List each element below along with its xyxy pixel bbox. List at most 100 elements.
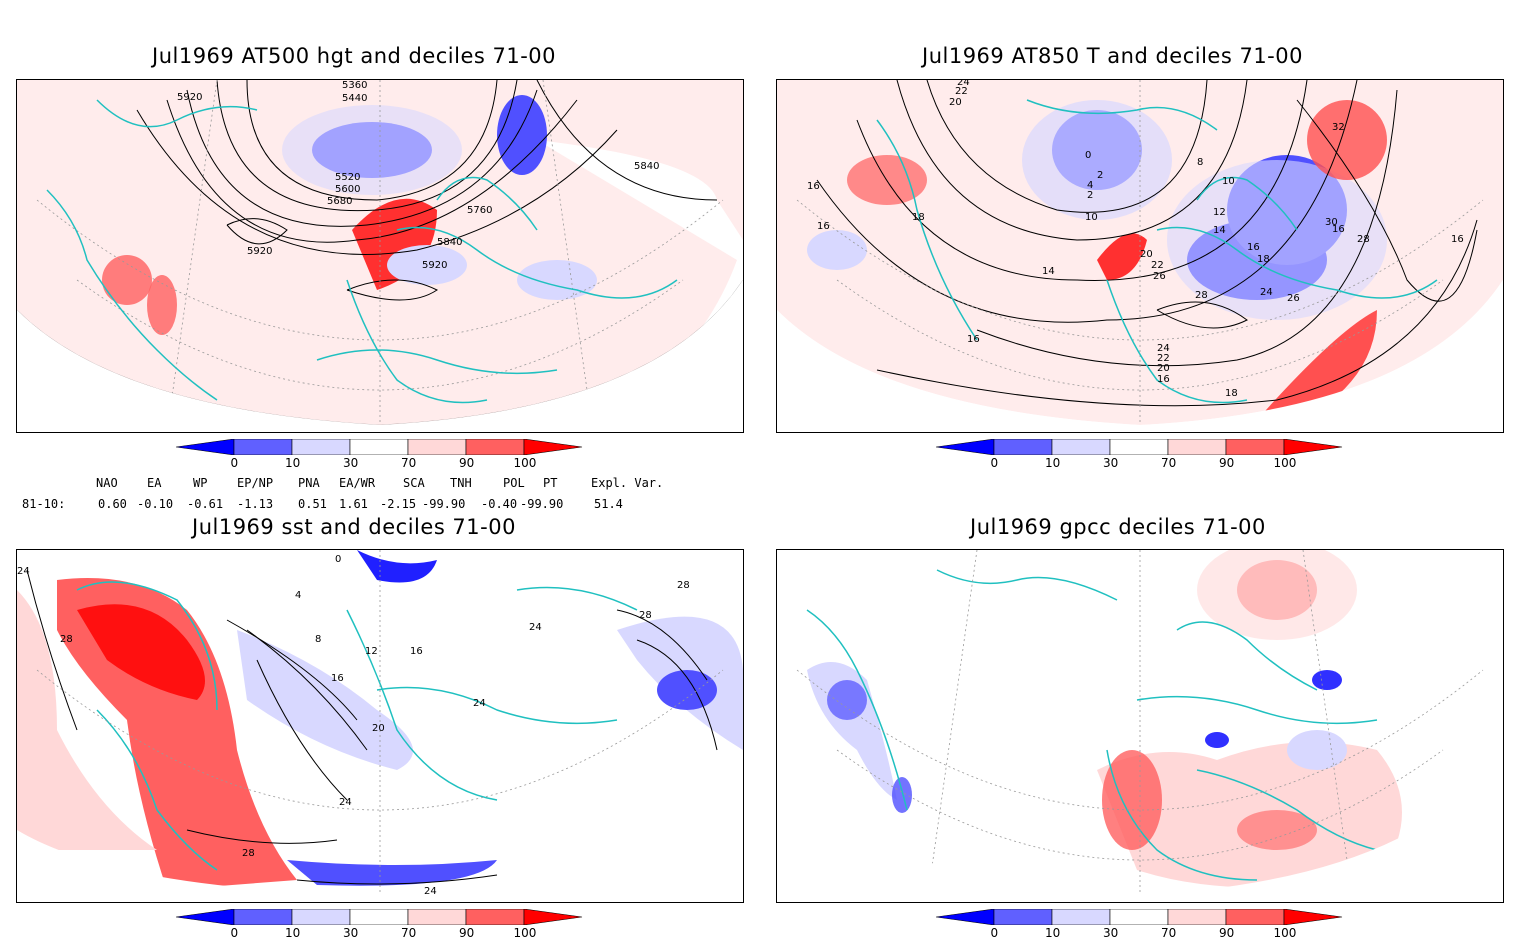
contour-label: 0 [1085,150,1091,161]
colorbar-tick-label: 70 [401,926,417,940]
contour-label: 18 [1225,388,1238,399]
index-header: Expl. Var. [591,476,664,490]
colorbar-segment [1167,908,1227,926]
contour-label: 24 [1260,287,1273,298]
contour-label: 28 [639,610,652,621]
colorbar-segment [291,908,351,926]
contour-label: 16 [1157,374,1170,385]
contour-label: 24 [957,80,970,88]
colorbar-tick-label: 0 [230,926,239,940]
contour-label: 14 [1213,225,1226,236]
colorbar-tick-label: 30 [343,926,359,940]
colorbar-segment [233,908,293,926]
colorbar-segment [291,438,351,456]
contour-label: 20 [1140,249,1153,260]
colorbar-tick-label: 30 [343,456,359,470]
colorbar-segment [1051,908,1111,926]
contour-label: 24 [424,886,437,897]
contour-label: 24 [339,797,352,808]
colorbar-tick-label: 0 [990,926,999,940]
index-value: -0.10 [137,497,174,511]
colorbar-segment [465,438,525,456]
contour-label: 10 [1222,176,1235,187]
contour-label: 5760 [467,205,492,216]
colorbar-segment [407,438,467,456]
contour-label: 24 [473,698,486,709]
map-panel-gpcc [776,549,1504,903]
colorbar-1: 0 10 30 70 90 100 [175,438,584,473]
colorbar-tick-label: 100 [1273,456,1297,470]
contour-label: 5680 [327,196,352,207]
colorbar-tick-label: 30 [1103,456,1119,470]
contour-label: 24 [17,566,30,577]
contour-label: 5920 [422,260,447,271]
contour-label: 20 [949,97,962,108]
index-header: PNA [298,476,320,490]
colorbar-segment [1109,908,1169,926]
colorbar-tick-label: 90 [1219,456,1235,470]
colorbar-segment [523,438,583,456]
colorbar-svg [175,438,583,456]
map-sst-svg: 24 28 0 4 8 12 16 16 20 24 24 24 28 28 2… [17,550,743,902]
colorbar-segment [407,908,467,926]
contour-label: 10 [1085,212,1098,223]
contour-label: 0 [335,554,341,565]
index-value: 51.4 [594,497,623,511]
map-panel-t850: 24 22 20 0 2 10 8 4 2 10 16 18 16 14 12 … [776,79,1504,433]
index-header: POL [503,476,525,490]
colorbar-tick-label: 30 [1103,926,1119,940]
map-gpcc-svg [777,550,1503,902]
colorbar-svg [935,908,1343,926]
panel-4-title: Jul1969 gpcc deciles 71-00 [970,515,1266,539]
colorbar-segment [935,438,995,456]
contour-label: 22 [1151,260,1164,271]
colorbar-tick-label: 10 [1045,926,1061,940]
colorbar-tick-label: 90 [1219,926,1235,940]
contour-label: 5840 [437,237,462,248]
index-row-label: 81-10: [22,497,66,511]
index-value: -2.15 [380,497,417,511]
contour-label: 5840 [634,161,659,172]
index-value: -0.40 [481,497,518,511]
panel-2-title: Jul1969 AT850 T and deciles 71-00 [922,44,1303,68]
colorbar-tick-label: 10 [285,926,301,940]
index-header: TNH [450,476,472,490]
map-panel-sst: 24 28 0 4 8 12 16 16 20 24 24 24 28 28 2… [16,549,744,903]
contour-label: 16 [1332,224,1345,235]
contour-label: 14 [1042,266,1055,277]
colorbar-svg [175,908,583,926]
colorbar-segment [465,908,525,926]
colorbar-tick-label: 10 [285,456,301,470]
contour-label: 8 [315,634,321,645]
index-header: WP [193,476,208,490]
colorbar-segment [175,908,235,926]
index-value: 0.51 [298,497,327,511]
contour-label: 24 [529,622,542,633]
index-value: -99.90 [422,497,466,511]
contour-label: 4 [295,590,301,601]
map-t850-svg: 24 22 20 0 2 10 8 4 2 10 16 18 16 14 12 … [777,80,1503,432]
map-hgt500-svg: 5360 5440 5920 5520 5600 5680 5760 5840 … [17,80,743,432]
contour-label: 16 [817,221,830,232]
colorbar-segment [1283,438,1343,456]
contour-label: 24 [1157,343,1170,354]
contour-label: 16 [1247,242,1260,253]
colorbar-segment [175,438,235,456]
colorbar-segment [1225,908,1285,926]
colorbar-segment [1109,438,1169,456]
colorbar-tick-label: 70 [1161,926,1177,940]
index-value: -1.13 [237,497,274,511]
contour-label: 5440 [342,93,367,104]
contour-label: 12 [365,646,378,657]
panel-3-title: Jul1969 sst and deciles 71-00 [192,515,516,539]
contour-label: 28 [1195,290,1208,301]
colorbar-segment [1283,908,1343,926]
contour-label: 16 [807,181,820,192]
contour-label: 16 [1451,234,1464,245]
contour-label: 2 [1097,170,1103,181]
contour-label: 22 [955,86,968,97]
contour-label: 5520 [335,172,360,183]
contour-label: 28 [1357,234,1370,245]
colorbar-tick-label: 90 [459,456,475,470]
colorbar-segment [349,438,409,456]
